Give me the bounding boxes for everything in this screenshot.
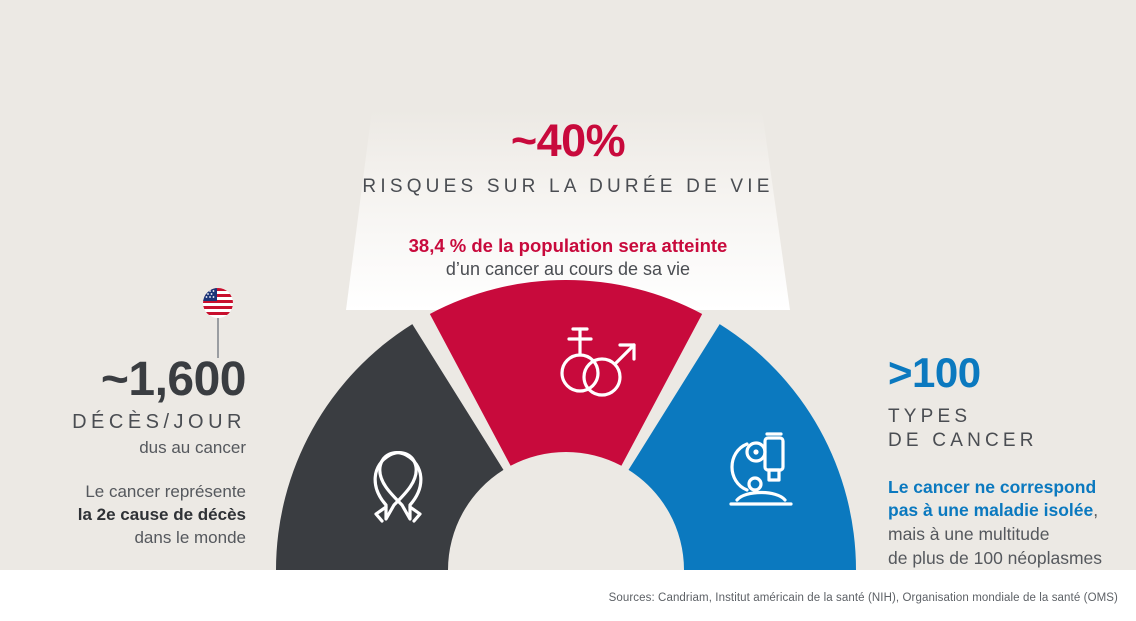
cancer-types-kicker-line1: TYPES: [888, 406, 972, 427]
lifetime-risk-kicker: RISQUES SUR LA DURÉE DE VIE: [362, 176, 774, 197]
deaths-body: Le cancer représente la 2e cause de décè…: [0, 480, 246, 549]
microscope-icon: [729, 432, 793, 506]
lifetime-risk-panel: ~40% RISQUES SUR LA DURÉE DE VIE 38,4 % …: [268, 118, 868, 280]
us-flag-pin-icon: [203, 288, 233, 318]
cancer-types-body-line4: de plus de 100 néoplasmes: [888, 548, 1103, 569]
deaths-body-line2: la 2e cause de décès: [77, 504, 246, 524]
cancer-types-panel: >100 TYPES DE CANCER Le cancer ne corres…: [888, 352, 1136, 571]
deaths-stat: ~1,600: [100, 353, 247, 406]
cancer-types-body-line3: mais à une multitude: [888, 524, 1050, 545]
cancer-types-body-line2-tail: ,: [1093, 500, 1099, 521]
lifetime-risk-detail: d’un cancer au cours de sa vie: [445, 259, 691, 280]
lifetime-risk-highlight: 38,4 % de la population sera atteinte: [408, 235, 728, 257]
cancer-types-kicker: TYPES DE CANCER: [888, 405, 1136, 454]
deaths-segment[interactable]: [276, 324, 504, 570]
gender-symbols-icon: [560, 327, 636, 397]
sources-text: Sources: Candriam, Institut américain de…: [608, 592, 1118, 604]
deaths-body-line1: Le cancer représente: [85, 481, 246, 501]
deaths-body-line3: dans le monde: [134, 527, 246, 547]
cancer-types-body: Le cancer ne correspond pas à une maladi…: [888, 476, 1136, 571]
cancer-types-body-line1: Le cancer ne correspond: [888, 476, 1097, 497]
deaths-note: dus au cancer: [139, 437, 246, 457]
cancer-types-body-line2: pas à une maladie isolée: [888, 500, 1094, 521]
deaths-per-day-panel: ~1,600 DÉCÈS/JOUR dus au cancer Le cance…: [0, 356, 260, 549]
us-flag-pin: [196, 286, 240, 358]
awareness-ribbon-icon: [373, 451, 423, 523]
lifetime-risk-segment[interactable]: [429, 280, 703, 466]
deaths-kicker: DÉCÈS/JOUR: [72, 411, 246, 433]
cancer-types-stat: >100: [888, 349, 981, 396]
lifetime-risk-stat: ~40%: [510, 115, 626, 166]
footer-band: [0, 570, 1136, 621]
pin-stem: [217, 318, 219, 358]
cancer-types-kicker-line2: DE CANCER: [888, 430, 1038, 452]
